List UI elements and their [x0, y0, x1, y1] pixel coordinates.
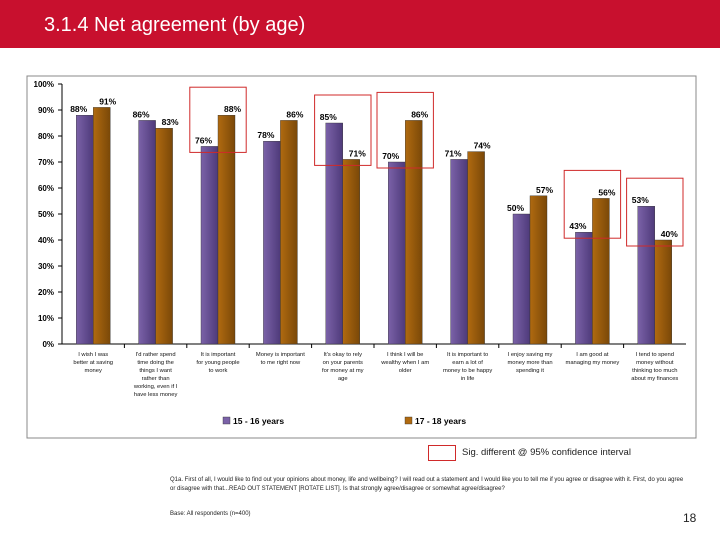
y-tick-label: 40%: [38, 236, 54, 245]
significance-box-swatch: [428, 445, 456, 461]
data-label-17-18: 88%: [224, 104, 241, 114]
y-tick-label: 70%: [38, 158, 54, 167]
category-label: I think I will be wealthy when I am older: [380, 352, 429, 374]
header-rule: [0, 48, 720, 50]
category-label: Money is important to me right now: [256, 352, 305, 366]
legend-swatch-15-16: [222, 416, 231, 425]
bar-15-16: [388, 161, 406, 345]
bar-15-16: [512, 213, 531, 345]
significance-box: [563, 169, 622, 239]
data-label-17-18: 74%: [474, 141, 491, 151]
data-label-17-18: 91%: [99, 96, 116, 106]
significance-box: [314, 94, 372, 166]
data-label-15-16: 78%: [257, 130, 274, 140]
bar-17-18: [155, 127, 173, 345]
question-text: Q1a. First of all, I would like to find …: [170, 477, 684, 492]
legend-label-15-16: 15 - 16 years: [233, 416, 284, 426]
data-label-15-16: 76%: [195, 135, 212, 145]
y-tick-label: 30%: [38, 262, 54, 271]
y-tick-label: 80%: [38, 132, 54, 141]
data-label-17-18: 40%: [661, 229, 678, 239]
bar-17-18: [592, 198, 610, 345]
data-label-17-18: 83%: [162, 117, 179, 127]
bar-15-16: [450, 159, 468, 345]
bar-15-16: [575, 231, 593, 345]
data-label-15-16: 88%: [70, 104, 87, 114]
category-label: I'd rather spend time doing the things I w…: [133, 352, 178, 398]
significance-legend-text: Sig. different @ 95% confidence interval: [462, 447, 631, 458]
page-title: 3.1.4 Net agreement (by age): [44, 14, 306, 36]
base-text: Base: All respondents (n=400): [170, 511, 251, 517]
page-number: 18: [683, 511, 697, 525]
category-label: I am good at managing my money: [565, 352, 619, 366]
data-label-17-18: 86%: [286, 109, 303, 119]
data-label-17-18: 56%: [598, 187, 615, 197]
bar-15-16: [75, 114, 94, 345]
data-label-15-16: 86%: [133, 109, 150, 119]
bar-17-18: [92, 107, 111, 345]
legend-label-17-18: 17 - 18 years: [415, 416, 466, 426]
bar-17-18: [529, 195, 548, 345]
category-label: I wish I was better at saving money: [73, 352, 113, 374]
category-label: It is important to earn a lot of money to …: [443, 352, 492, 382]
chart-frame: [26, 75, 697, 439]
header-bar: 3.1.4 Net agreement (by age): [0, 0, 720, 50]
bar-17-18: [217, 114, 236, 345]
category-label: It is important for young people to work: [196, 352, 239, 374]
category-label: I tend to spend money without thinking too…: [631, 352, 678, 382]
bar-15-16: [200, 146, 219, 345]
bar-15-16: [325, 122, 343, 345]
significance-box: [376, 91, 434, 169]
bar-17-18: [280, 120, 298, 345]
data-label-15-16: 85%: [320, 112, 337, 122]
data-label-15-16: 53%: [632, 195, 649, 205]
data-label-15-16: 50%: [507, 203, 524, 213]
y-tick-label: 90%: [38, 106, 54, 115]
bar-15-16: [138, 120, 156, 345]
category-label: It's okay to rely on your parents for mone…: [322, 352, 364, 382]
y-tick-label: 10%: [38, 314, 54, 323]
data-label-15-16: 71%: [445, 148, 462, 158]
bar-15-16: [263, 140, 281, 345]
bar-17-18: [405, 120, 423, 345]
significance-box: [189, 86, 247, 153]
data-label-17-18: 71%: [349, 148, 366, 158]
data-label-15-16: 43%: [569, 221, 586, 231]
bar-15-16: [637, 205, 655, 345]
legend-swatch-17-18: [404, 416, 413, 425]
category-label: I enjoy saving my money more than spending…: [507, 352, 552, 374]
significance-box: [626, 177, 684, 247]
significance-legend: Sig. different @ 95% confidence interval: [428, 445, 698, 463]
data-label-17-18: 57%: [536, 185, 553, 195]
bar-17-18: [467, 151, 485, 345]
data-label-15-16: 70%: [382, 151, 399, 161]
y-tick-label: 0%: [42, 340, 54, 349]
y-tick-label: 60%: [38, 184, 54, 193]
y-tick-label: 100%: [34, 80, 54, 89]
bar-17-18: [654, 239, 672, 345]
bar-17-18: [342, 159, 360, 345]
y-tick-label: 20%: [38, 288, 54, 297]
y-tick-label: 50%: [38, 210, 54, 219]
data-label-17-18: 86%: [411, 109, 428, 119]
